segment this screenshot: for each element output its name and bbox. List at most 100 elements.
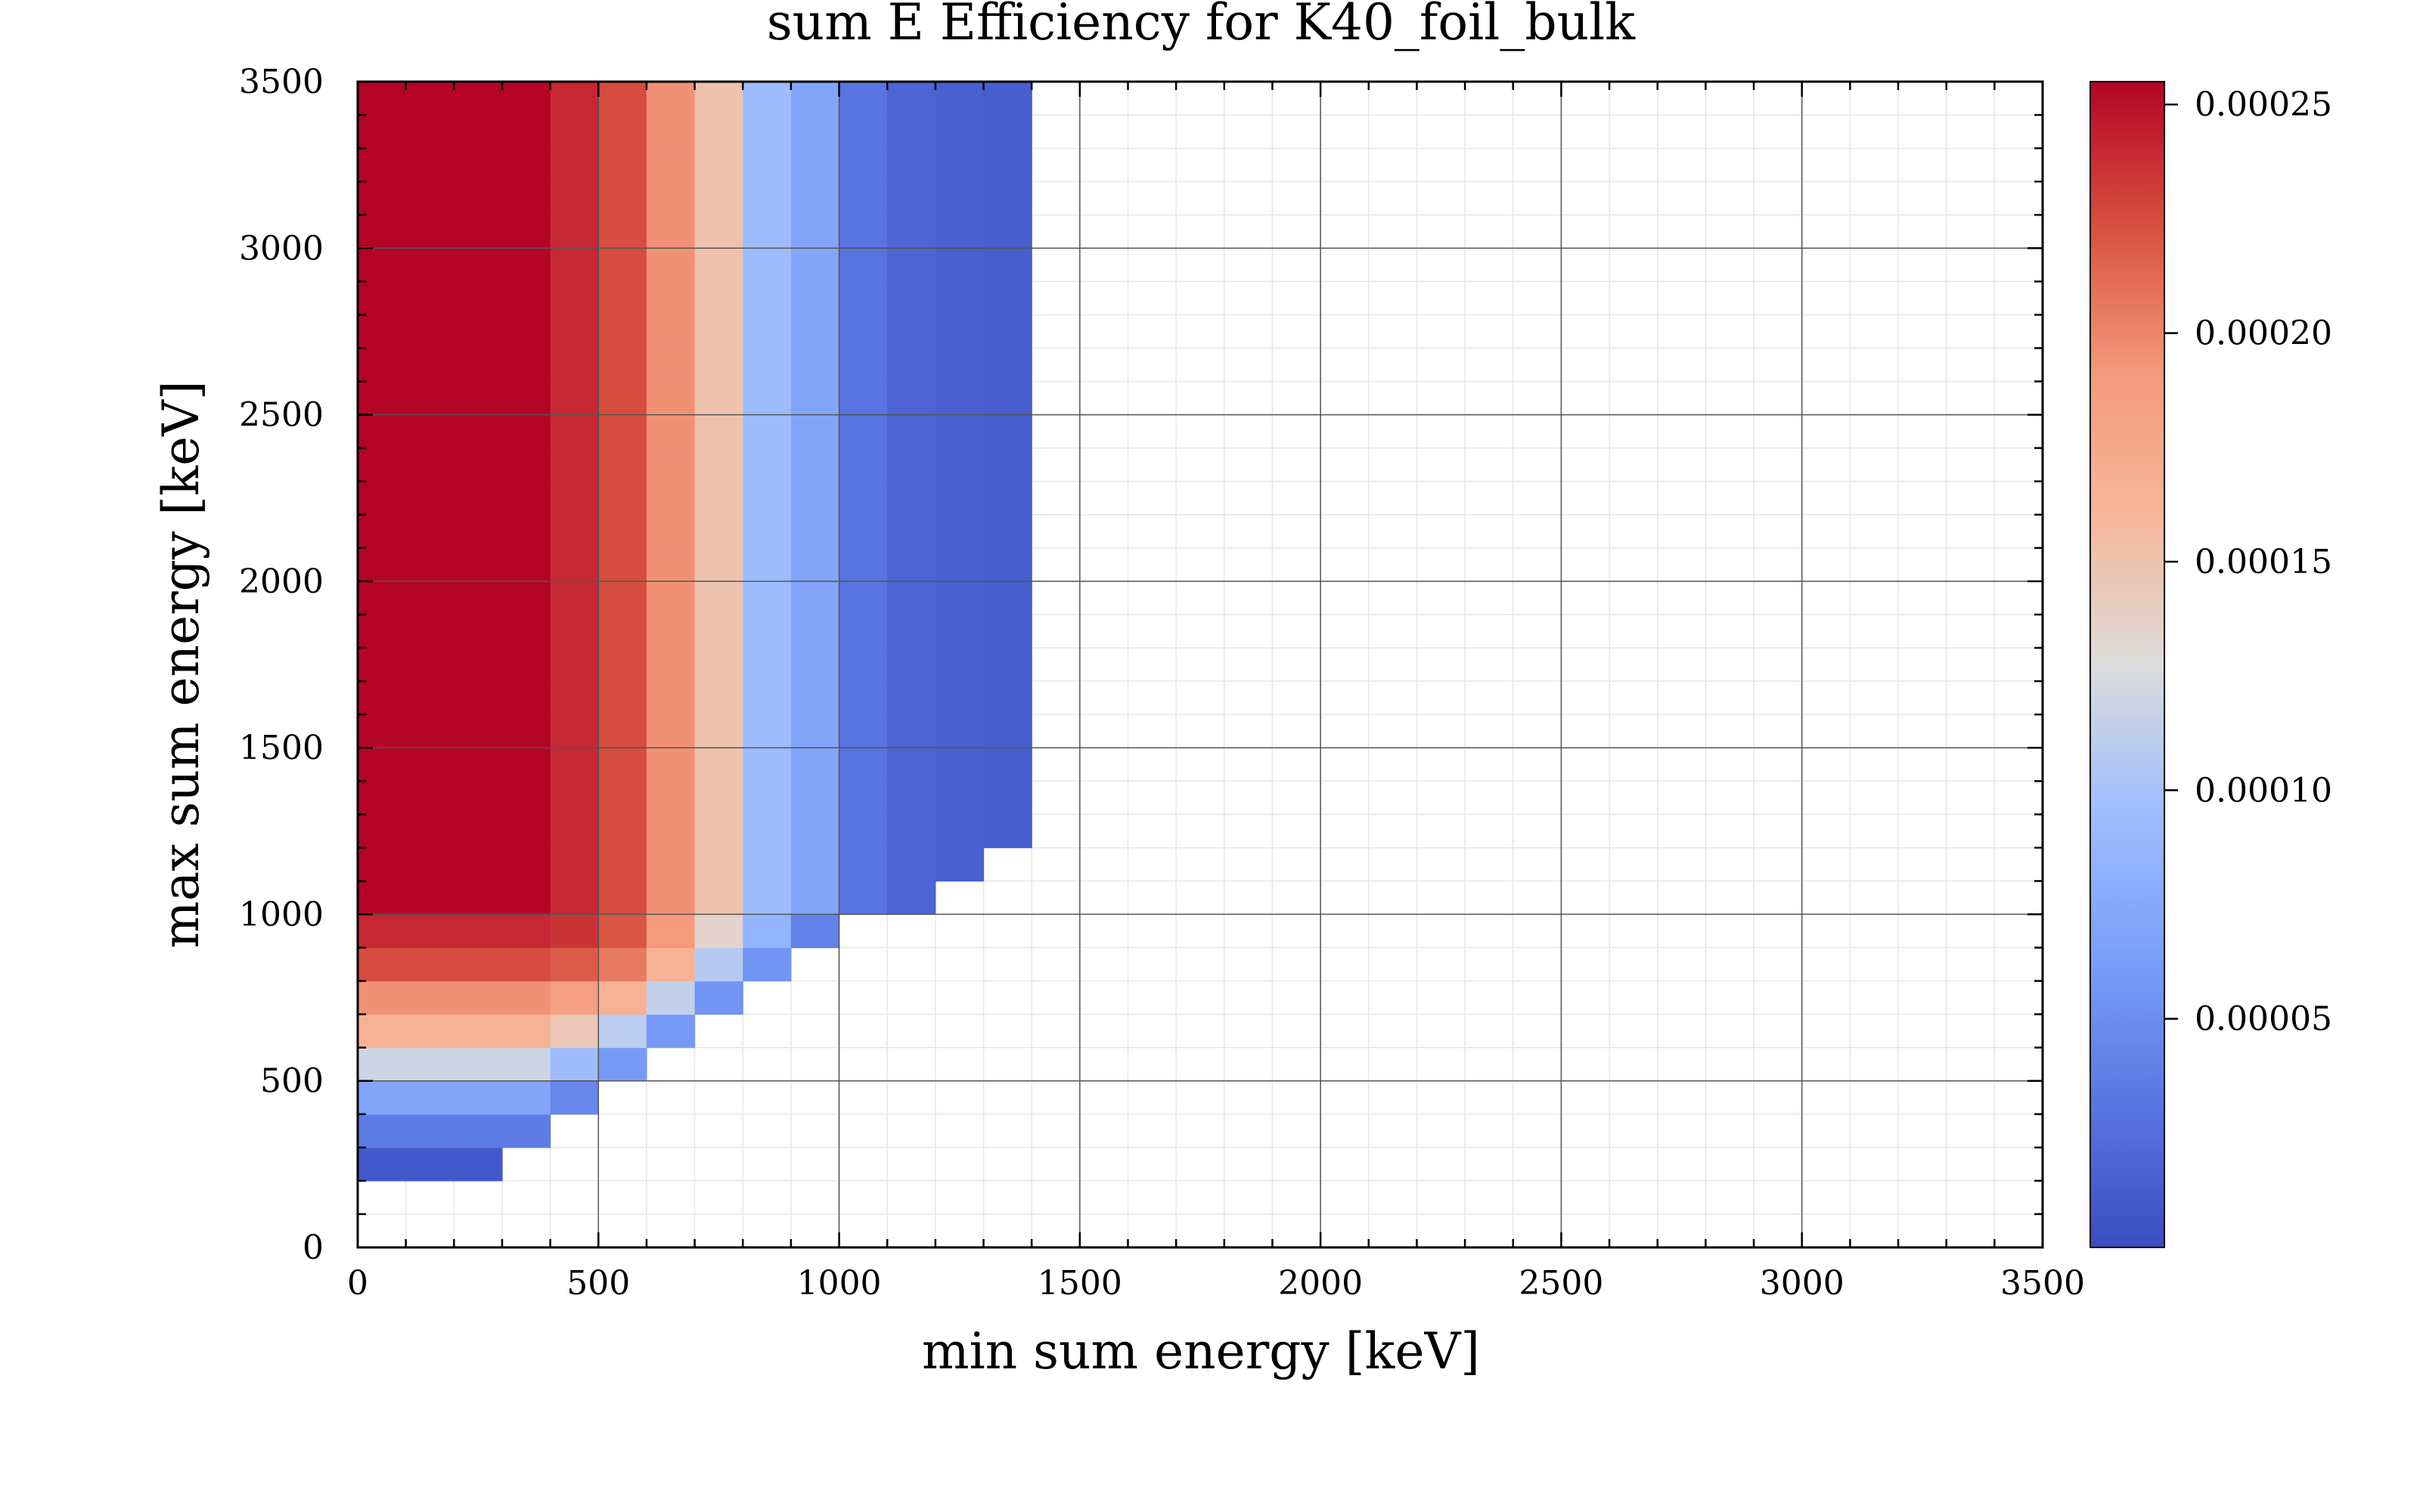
heatmap-cell xyxy=(887,82,936,116)
heatmap-cell xyxy=(839,714,888,748)
x-tick-label: 500 xyxy=(566,1264,630,1303)
heatmap-cell xyxy=(358,647,407,682)
heatmap-cell xyxy=(598,381,647,416)
heatmap-cell xyxy=(598,514,647,549)
heatmap-cell xyxy=(358,1047,407,1082)
heatmap-cell xyxy=(405,881,455,916)
heatmap-cell xyxy=(501,1014,551,1049)
heatmap-cell xyxy=(598,947,647,982)
heatmap-cell xyxy=(454,614,503,649)
heatmap-cell xyxy=(839,547,888,582)
heatmap-cell xyxy=(454,1147,503,1182)
heatmap-cell xyxy=(646,847,696,881)
heatmap-cell xyxy=(887,481,936,516)
heatmap-cell xyxy=(405,115,455,149)
heatmap-cell xyxy=(887,647,936,682)
heatmap-cell xyxy=(839,781,888,815)
heatmap-cell xyxy=(983,647,1032,682)
heatmap-cell xyxy=(983,481,1032,516)
heatmap-cell xyxy=(935,381,985,416)
heatmap-cell xyxy=(694,148,743,182)
heatmap-cell xyxy=(550,547,599,582)
heatmap-cell xyxy=(550,614,599,649)
heatmap-cell xyxy=(550,181,599,215)
heatmap-cell xyxy=(887,414,936,449)
heatmap-cell xyxy=(598,215,647,249)
heatmap-cell xyxy=(358,1014,407,1049)
heatmap-cell xyxy=(454,681,503,715)
heatmap-cell xyxy=(935,281,985,315)
heatmap-cell xyxy=(935,614,985,649)
heatmap-cell xyxy=(887,781,936,815)
heatmap-cell xyxy=(550,814,599,848)
heatmap-cell xyxy=(454,448,503,482)
heatmap-cell xyxy=(598,248,647,282)
heatmap-cell xyxy=(598,681,647,715)
heatmap-cell xyxy=(743,82,792,116)
y-axis-ticks: 0 500 1000 1500 2000 2500 3000 3500 xyxy=(239,63,2043,1267)
heatmap-cells xyxy=(358,82,1032,1182)
heatmap-cell xyxy=(598,1047,647,1082)
heatmap-cell xyxy=(694,981,743,1015)
heatmap-cell xyxy=(839,581,888,615)
heatmap-cell xyxy=(358,1147,407,1182)
heatmap-cell xyxy=(598,115,647,149)
heatmap-cell xyxy=(694,281,743,315)
colorbar-tick-label: 0.00015 xyxy=(2195,543,2332,581)
heatmap-cell xyxy=(887,748,936,782)
heatmap-cell xyxy=(694,681,743,715)
heatmap-cell xyxy=(839,881,888,916)
heatmap-cell xyxy=(839,847,888,881)
heatmap-cell xyxy=(598,714,647,748)
heatmap-cell xyxy=(454,748,503,782)
heatmap-cell xyxy=(501,248,551,282)
heatmap-cell xyxy=(454,481,503,516)
heatmap-cell xyxy=(405,547,455,582)
heatmap-cell xyxy=(790,481,840,516)
heatmap-cell xyxy=(358,981,407,1015)
heatmap-cell xyxy=(454,1014,503,1049)
heatmap-cell xyxy=(887,248,936,282)
heatmap-cell xyxy=(501,281,551,315)
heatmap-cell xyxy=(501,1114,551,1148)
heatmap-cell xyxy=(405,348,455,383)
heatmap-cell xyxy=(501,914,551,949)
heatmap-cell xyxy=(935,115,985,149)
x-tick-label: 2000 xyxy=(1278,1264,1363,1303)
heatmap-cell xyxy=(790,714,840,748)
heatmap-cell xyxy=(358,82,407,116)
heatmap-cell xyxy=(983,414,1032,449)
heatmap-cell xyxy=(454,82,503,116)
heatmap-cell xyxy=(454,348,503,383)
heatmap-cell xyxy=(550,847,599,881)
heatmap-cell xyxy=(501,781,551,815)
heatmap-cell xyxy=(935,681,985,715)
heatmap-cell xyxy=(358,1080,407,1115)
y-tick-label: 1000 xyxy=(239,895,324,934)
heatmap-cell xyxy=(887,547,936,582)
heatmap-cell xyxy=(646,348,696,383)
heatmap-cell xyxy=(358,847,407,881)
heatmap-cell xyxy=(405,681,455,715)
heatmap-cell xyxy=(501,847,551,881)
heatmap-cell xyxy=(743,281,792,315)
heatmap-cell xyxy=(550,115,599,149)
heatmap-cell xyxy=(646,781,696,815)
heatmap-cell xyxy=(454,581,503,615)
x-tick-label: 3000 xyxy=(1760,1264,1844,1303)
heatmap-cell xyxy=(887,614,936,649)
heatmap-cell xyxy=(790,248,840,282)
heatmap-cell xyxy=(743,748,792,782)
heatmap-cell xyxy=(405,781,455,815)
heatmap-cell xyxy=(983,681,1032,715)
heatmap-cell xyxy=(550,714,599,748)
heatmap-cell xyxy=(839,82,888,116)
heatmap-cell xyxy=(598,881,647,916)
heatmap-cell xyxy=(598,981,647,1015)
heatmap-cell xyxy=(646,681,696,715)
heatmap-cell xyxy=(358,348,407,383)
heatmap-cell xyxy=(501,1047,551,1082)
colorbar-tick-label: 0.00025 xyxy=(2195,85,2332,124)
heatmap-cell xyxy=(454,314,503,349)
